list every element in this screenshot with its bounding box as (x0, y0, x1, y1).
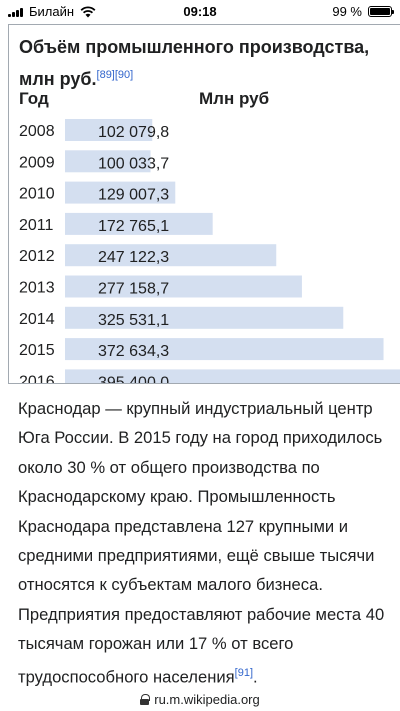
year-label: 2010 (19, 186, 55, 203)
production-table: Объём промышленного производства, млн ру… (8, 24, 400, 384)
value-label: 100 033,7 (98, 155, 169, 172)
reference-link[interactable]: [89] (96, 69, 115, 81)
url-bar[interactable]: ru.m.wikipedia.org (0, 687, 400, 711)
bar-2011 (65, 212, 213, 235)
value-label: 247 122,3 (98, 249, 169, 266)
signal-icon (8, 7, 23, 17)
bar-chart: 2008 102 079,8 2009 100 033,7 2010 129 007,3 2… (19, 119, 400, 384)
value-label: 102 079,8 (98, 124, 169, 141)
bar-2016 (65, 369, 400, 383)
url-text[interactable]: ru.m.wikipedia.org (154, 691, 260, 707)
bar-2010 (65, 181, 176, 204)
wifi-icon (80, 5, 96, 17)
value-label: 129 007,3 (98, 187, 169, 204)
bar-2012 (65, 244, 277, 267)
reference-link[interactable]: [90] (114, 69, 134, 81)
value-label: 172 765,1 (98, 218, 169, 235)
year-label: 2011 (19, 217, 54, 234)
paragraph-text: Краснодар — крупный индустриальный центр… (18, 399, 385, 687)
reference-link[interactable]: [91] (234, 666, 254, 679)
year-label: 2009 (19, 154, 55, 171)
paragraph-tail: . (253, 667, 258, 687)
status-right: 99 % (332, 4, 394, 19)
column-header-value: Млн руб (199, 89, 270, 108)
article-paragraph: Краснодар — крупный индустриальный центр… (18, 394, 390, 692)
bar-2013 (65, 275, 302, 298)
battery-percent: 99 % (332, 4, 362, 19)
battery-icon (368, 6, 394, 17)
year-label: 2014 (19, 311, 55, 328)
carrier-label: Билайн (29, 4, 75, 19)
status-left: Билайн (8, 4, 96, 19)
year-label: 2008 (19, 123, 55, 140)
value-label: 325 531,1 (98, 312, 169, 329)
value-label: 372 634,3 (98, 343, 169, 360)
year-label: 2013 (19, 280, 55, 297)
bar-2008 (65, 119, 153, 141)
column-header-year: Год (19, 89, 49, 108)
status-bar: Билайн 09:18 99 % (0, 0, 400, 24)
table-title-text: Объём промышленного производства, млн ру… (19, 37, 370, 89)
value-label: 395 400,0 (98, 374, 169, 384)
year-label: 2012 (19, 248, 55, 265)
lock-icon (140, 693, 151, 705)
table-title: Объём промышленного производства, млн ру… (19, 33, 389, 93)
clock: 09:18 (183, 4, 217, 19)
year-label: 2015 (19, 342, 55, 359)
year-label: 2016 (19, 373, 55, 384)
value-label: 277 158,7 (98, 281, 169, 298)
bar-2015 (65, 338, 384, 361)
bar-2009 (65, 150, 151, 173)
bar-2014 (65, 306, 344, 329)
